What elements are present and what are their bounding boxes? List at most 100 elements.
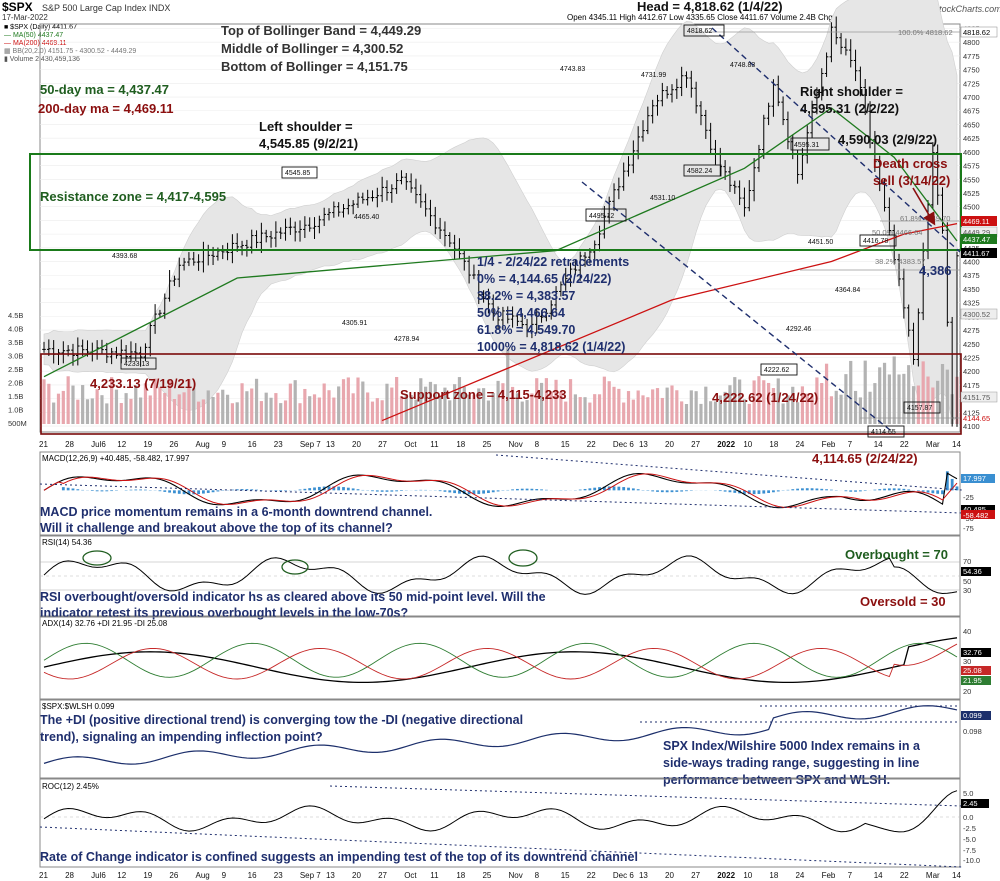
volume-bar — [689, 390, 693, 424]
x-tick-label: 27 — [378, 871, 387, 880]
fib-guides — [695, 31, 960, 419]
macd-hist-bar — [854, 490, 857, 492]
x-tick-label: Mar — [926, 871, 940, 880]
x-axis-bottom: 21 28 Jul6 12 19 26 Aug 9 16 23 Sep 7 13 20 27 Oct 11 18… — [39, 871, 961, 880]
price-label: 4222.62 — [764, 367, 789, 374]
right-shoulder-annotation: Right shoulder = — [800, 84, 903, 99]
price-label: 4748.83 — [730, 62, 755, 69]
macd-hist-bar — [453, 490, 457, 494]
macd-hist-bar — [941, 490, 944, 495]
macd-hist-bar — [472, 490, 476, 495]
volume-bar — [76, 399, 80, 424]
wlsh-axis: 0.099 0.098 — [961, 711, 991, 736]
bollinger-band — [43, 0, 958, 423]
value-tag: 4469.11 — [963, 217, 990, 226]
volume-bar — [564, 401, 568, 424]
x-tick-label: Sep 7 — [300, 440, 321, 449]
x-tick-label: 26 — [169, 871, 178, 880]
volume-bar — [641, 395, 645, 424]
wlsh-note-2: side-ways trading range, suggesting in l… — [663, 756, 919, 770]
volume-bar — [713, 401, 718, 424]
value-tag: 4818.62 — [963, 28, 990, 37]
rsi-line — [43, 555, 958, 595]
macd-hist-bar — [757, 490, 761, 494]
macd-tag: 17.997 — [963, 474, 986, 483]
adx-tag: 25.08 — [963, 666, 982, 675]
macd-hist-bar — [945, 471, 949, 491]
macd-hist-bar — [820, 488, 824, 491]
x-axis-main: 21 28 Jul6 12 19 26 Aug 9 16 23 Sep 7 13 20 27 Oct 11 18… — [39, 440, 961, 449]
wlsh-ratio-line — [43, 705, 958, 765]
roc-tag: -10.0 — [963, 856, 980, 865]
roc-tag: 2.45 — [963, 799, 978, 808]
value-tag: 4144.65 — [963, 414, 990, 423]
volume-bar — [327, 390, 331, 424]
x-tick-label: 21 — [39, 440, 48, 449]
x-tick-label: 13 — [326, 440, 335, 449]
macd-note-2: Will it challenge and breakout above the… — [40, 521, 393, 535]
macd-hist-bar — [685, 490, 688, 492]
x-tick-label: 23 — [274, 871, 283, 880]
volume-bar — [462, 386, 466, 424]
volume-bar — [216, 392, 220, 424]
macd-hist-bar — [511, 489, 514, 491]
volume-bar — [293, 380, 297, 424]
volume-bar — [283, 400, 288, 424]
volume-axis: 4.5B 4.0B 3.5B 3.0B 2.5B 2.0B 1.5B 1.0B 500M — [8, 311, 27, 428]
price-labels: 4393.68 4545.85 4465.40 4305.91 4278.94 … — [112, 28, 932, 436]
x-tick-label: 18 — [456, 871, 465, 880]
volume-bar — [370, 401, 375, 424]
macd-hist-bar — [660, 490, 664, 493]
macd-histogram — [61, 471, 959, 495]
macd-hist-bar — [491, 490, 495, 493]
volume-bar — [810, 395, 814, 424]
volume-bar — [858, 397, 862, 424]
x-tick-label: Feb — [822, 440, 836, 449]
volume-bar — [177, 394, 181, 424]
volume-bar — [225, 394, 230, 424]
volume-bar — [762, 380, 766, 424]
volume-bar — [887, 374, 891, 424]
x-tick-label: 27 — [378, 440, 387, 449]
volume-bar — [167, 380, 172, 424]
x-tick-label: 15 — [561, 440, 570, 449]
bb-bottom-annotation: Bottom of Bollinger = 4,151.75 — [221, 59, 408, 74]
macd-hist-bar — [926, 490, 930, 493]
macd-hist-bar — [752, 490, 756, 495]
volume-bar — [317, 397, 321, 424]
roc-tag: -7.5 — [963, 846, 976, 855]
legend-bb: ▦ BB(20,2.0) 4151.75 - 4300.52 - 4449.29 — [4, 48, 136, 55]
macd-hist-bar — [110, 490, 114, 492]
volume-bar — [90, 398, 94, 424]
macd-hist-bar — [718, 490, 722, 492]
volume-bar — [110, 377, 114, 424]
volume-bar — [733, 377, 737, 424]
price-label: 4278.94 — [394, 336, 419, 343]
volume-bar — [940, 363, 945, 424]
volume-bar — [148, 395, 152, 424]
legend-block: ■ $SPX (Daily) 4411.67 — MA(50) 4437.47 … — [4, 24, 136, 63]
volume-bar — [47, 383, 51, 424]
volume-bar — [670, 385, 674, 424]
volume-bar — [878, 367, 882, 424]
macd-tag: 40.485 — [963, 505, 986, 514]
rsi-tag: 30 — [963, 586, 971, 595]
volume-bar — [530, 393, 534, 424]
wlsh-tag: 0.098 — [963, 727, 982, 736]
volume-bar — [119, 403, 123, 424]
y-tick-label: 4750 — [963, 66, 980, 75]
volume-bar — [539, 382, 544, 424]
x-tick-label: Feb — [822, 871, 836, 880]
volume-bar — [800, 386, 805, 424]
macd-hist-bar — [100, 490, 104, 492]
chart-symbol: $SPX — [2, 0, 33, 14]
x-tick-label: 7 — [848, 440, 853, 449]
volume-bar — [767, 382, 771, 424]
x-tick-label: 28 — [65, 871, 74, 880]
y-tick-label: 4250 — [963, 340, 980, 349]
x-tick-label: Oct — [404, 871, 417, 880]
x-tick-label: 18 — [456, 440, 465, 449]
volume-bar — [554, 379, 558, 424]
volume-bar — [172, 399, 177, 424]
macd-hist-bar — [530, 488, 534, 491]
